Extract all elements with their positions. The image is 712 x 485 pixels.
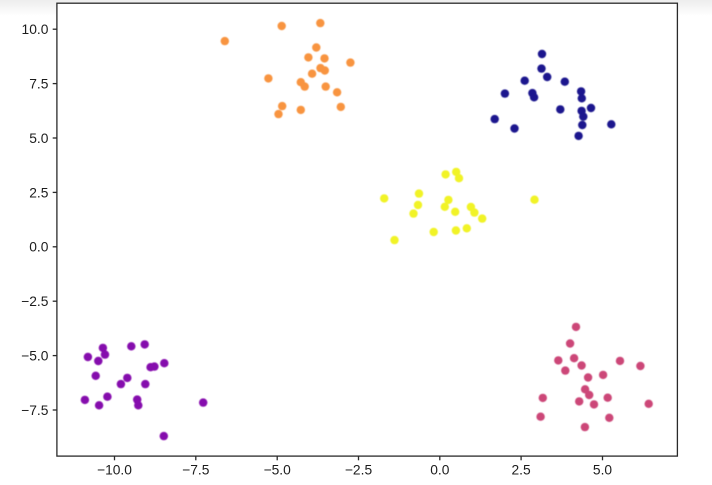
svg-text:0.0: 0.0 xyxy=(430,462,450,477)
svg-text:0.0: 0.0 xyxy=(29,240,49,255)
svg-text:2.5: 2.5 xyxy=(512,462,532,477)
svg-text:−7.5: −7.5 xyxy=(21,403,49,418)
svg-text:−5.0: −5.0 xyxy=(21,349,49,364)
svg-text:−2.5: −2.5 xyxy=(345,462,373,477)
svg-text:5.0: 5.0 xyxy=(29,131,49,146)
svg-text:−2.5: −2.5 xyxy=(21,294,49,309)
svg-text:10.0: 10.0 xyxy=(22,22,49,37)
svg-text:7.5: 7.5 xyxy=(29,77,49,92)
svg-text:−7.5: −7.5 xyxy=(182,462,210,477)
svg-text:5.0: 5.0 xyxy=(593,462,613,477)
svg-text:−5.0: −5.0 xyxy=(264,462,292,477)
svg-text:−10.0: −10.0 xyxy=(97,462,132,477)
svg-text:2.5: 2.5 xyxy=(29,185,49,200)
